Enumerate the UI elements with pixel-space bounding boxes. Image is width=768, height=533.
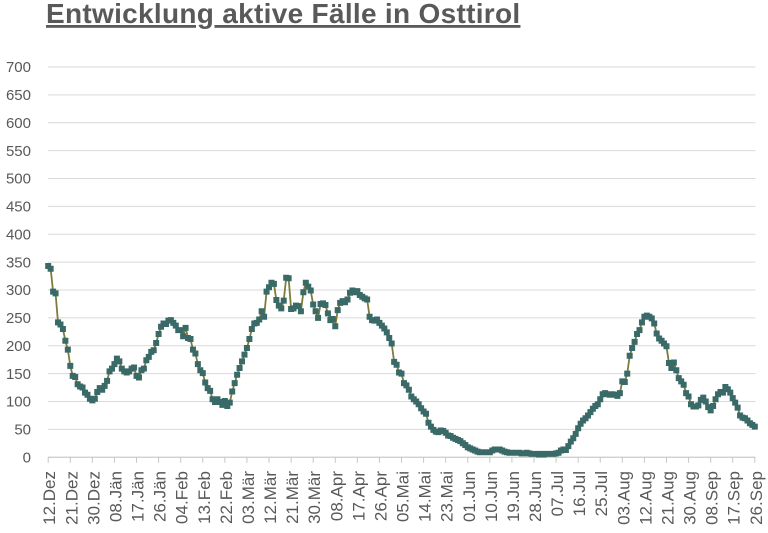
svg-text:21.Dez: 21.Dez [62,471,81,525]
svg-text:50: 50 [14,422,31,439]
svg-text:700: 700 [6,59,31,76]
svg-text:450: 450 [6,199,31,216]
svg-text:04.Feb: 04.Feb [173,471,192,524]
svg-text:01.Jun: 01.Jun [460,471,479,522]
svg-text:25.Jul: 25.Jul [592,471,611,516]
svg-text:14.Mai: 14.Mai [416,471,435,522]
svg-text:100: 100 [6,394,31,411]
svg-text:26.Sep: 26.Sep [747,471,766,525]
svg-text:17.Sep: 17.Sep [725,471,744,525]
svg-text:12.Mär: 12.Mär [261,471,280,524]
svg-text:21.Mär: 21.Mär [283,471,302,524]
svg-text:30.Aug: 30.Aug [681,471,700,525]
svg-text:400: 400 [6,226,31,243]
svg-text:08.Jän: 08.Jän [106,471,125,522]
svg-text:350: 350 [6,254,31,271]
svg-text:19.Jun: 19.Jun [504,471,523,522]
svg-text:13.Feb: 13.Feb [195,471,214,524]
svg-text:600: 600 [6,115,31,132]
svg-text:12.Aug: 12.Aug [636,471,655,525]
svg-text:30.Mär: 30.Mär [305,471,324,524]
svg-text:26.Jän: 26.Jän [151,471,170,522]
svg-text:21.Aug: 21.Aug [658,471,677,525]
svg-text:26.Apr: 26.Apr [371,471,390,521]
svg-text:250: 250 [6,310,31,327]
svg-text:07.Jul: 07.Jul [548,471,567,516]
svg-text:17.Apr: 17.Apr [349,471,368,521]
svg-text:500: 500 [6,171,31,188]
svg-text:10.Jun: 10.Jun [482,471,501,522]
svg-text:17.Jän: 17.Jän [129,471,148,522]
svg-text:03.Aug: 03.Aug [614,471,633,525]
svg-text:650: 650 [6,87,31,104]
svg-text:16.Jul: 16.Jul [570,471,589,516]
svg-text:08.Sep: 08.Sep [703,471,722,525]
svg-text:28.Jun: 28.Jun [526,471,545,522]
svg-text:12.Dez: 12.Dez [40,471,59,525]
svg-text:23.Mai: 23.Mai [438,471,457,522]
svg-text:Entwicklung aktive Fälle in Os: Entwicklung aktive Fälle in Osttirol [46,0,520,29]
svg-text:22.Feb: 22.Feb [217,471,236,524]
svg-text:150: 150 [6,366,31,383]
svg-text:03.Mär: 03.Mär [239,471,258,524]
svg-text:550: 550 [6,143,31,160]
svg-text:08.Apr: 08.Apr [327,471,346,521]
svg-text:30.Dez: 30.Dez [84,471,103,525]
svg-text:0: 0 [23,449,31,466]
svg-text:200: 200 [6,338,31,355]
svg-text:300: 300 [6,282,31,299]
svg-text:05.Mai: 05.Mai [394,471,413,522]
